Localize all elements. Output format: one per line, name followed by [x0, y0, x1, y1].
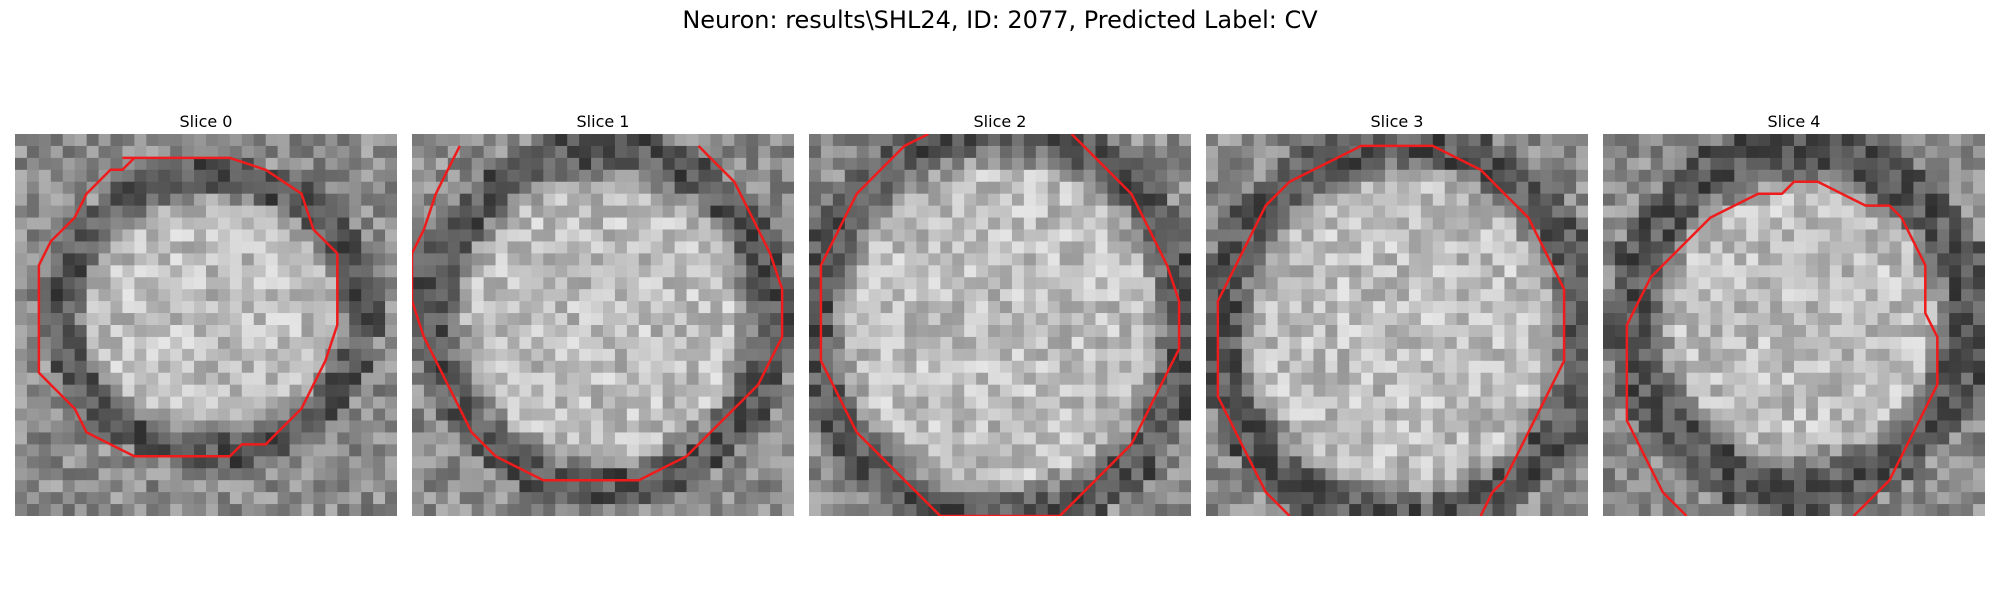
segmentation-contour	[412, 145, 784, 482]
slice-panel-2: Slice 2	[809, 110, 1191, 516]
segmentation-contour	[1625, 180, 1939, 516]
pixel-grid	[809, 134, 1191, 516]
slice-image	[1603, 134, 1985, 516]
slice-title: Slice 2	[973, 112, 1027, 131]
slice-title: Slice 0	[179, 112, 233, 131]
segmentation-contour	[819, 134, 1181, 516]
slice-title: Slice 1	[576, 112, 630, 131]
slice-panel-1: Slice 1	[412, 110, 794, 516]
slice-title: Slice 4	[1767, 112, 1821, 131]
slice-panel-4: Slice 4	[1603, 110, 1985, 516]
slice-panel-3: Slice 3	[1206, 110, 1588, 516]
segmentation-contour	[37, 156, 339, 458]
figure-title: Neuron: results\SHL24, ID: 2077, Predict…	[682, 6, 1318, 34]
slice-title: Slice 3	[1370, 112, 1424, 131]
pixel-grid	[15, 134, 397, 516]
slice-image	[15, 134, 397, 516]
pixel-grid	[1206, 134, 1588, 516]
slice-panel-0: Slice 0	[15, 110, 397, 516]
slice-image	[1206, 134, 1588, 516]
segmentation-contour	[1216, 144, 1566, 516]
slice-image	[412, 134, 794, 516]
slice-image	[809, 134, 1191, 516]
pixel-grid	[412, 134, 794, 516]
pixel-grid	[1603, 134, 1985, 516]
